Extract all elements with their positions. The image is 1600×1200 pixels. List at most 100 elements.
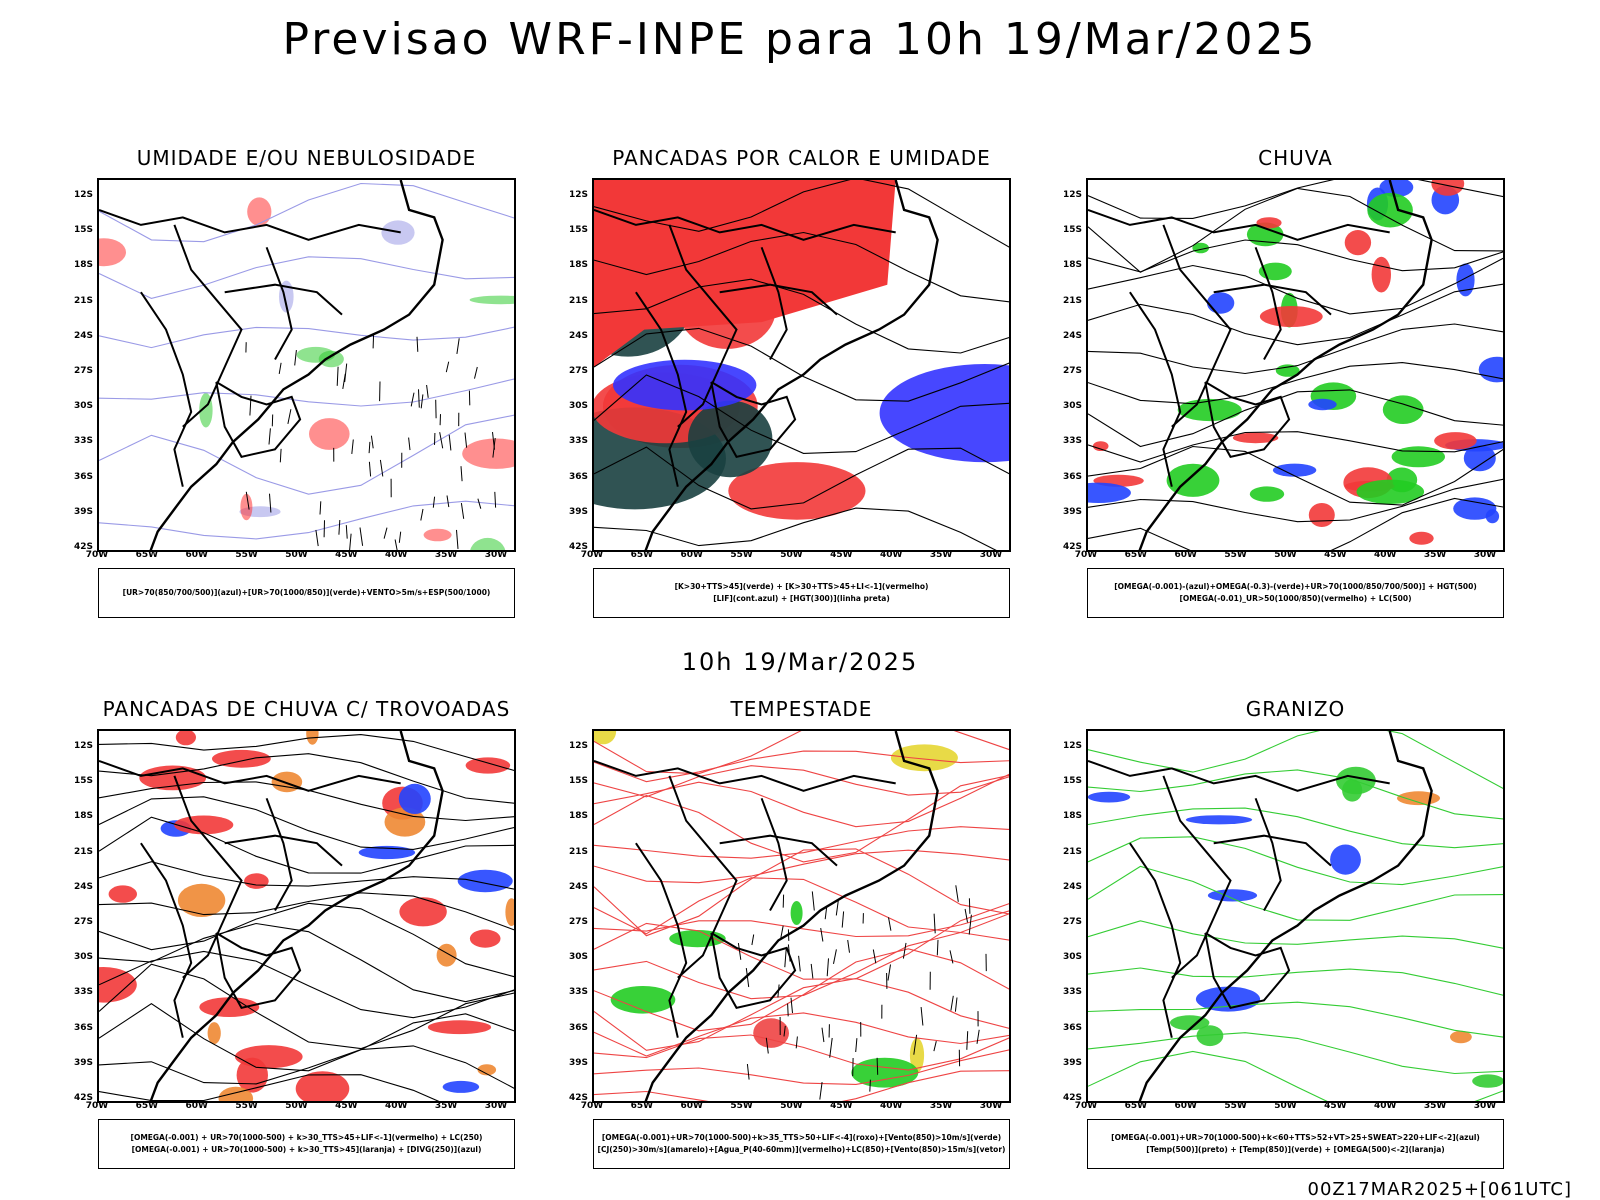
wind-vector xyxy=(477,498,482,509)
legend-line: [OMEGA(-0.001)-(azul)+OMEGA(-0.3)-(verde… xyxy=(1114,582,1477,591)
shaded-area xyxy=(1397,791,1440,806)
contour-line xyxy=(1088,497,1503,550)
shaded-area xyxy=(890,744,958,772)
country-border xyxy=(594,759,896,792)
lon-tick-label: 55W xyxy=(235,550,258,560)
contour-line xyxy=(594,1012,1009,1057)
country-border xyxy=(635,291,688,487)
wind-vector xyxy=(464,432,468,448)
panel-legend-2: [K>30+TTS>45](verde) + [K>30+TTS>45+LI<-… xyxy=(593,568,1010,618)
contour-line xyxy=(594,1070,1009,1101)
wind-vector xyxy=(751,934,755,946)
wind-vector xyxy=(448,434,452,451)
lat-tick-label: 39S xyxy=(73,1057,93,1068)
contour-line xyxy=(99,500,514,540)
lon-tick-label: 70W xyxy=(85,550,109,560)
contour-line xyxy=(99,753,514,804)
contour-line xyxy=(1088,1032,1503,1075)
contour-line xyxy=(1088,1050,1503,1101)
lat-tick-label: 33S xyxy=(1062,987,1082,998)
shaded-area xyxy=(457,869,513,893)
lat-tick-label: 39S xyxy=(568,506,588,517)
lat-tick-label: 15S xyxy=(1062,776,1082,787)
country-border xyxy=(635,842,688,1038)
lat-tick-label: 15S xyxy=(568,225,588,236)
lat-tick-label: 36S xyxy=(73,471,93,482)
wind-vector xyxy=(279,448,282,463)
shaded-area xyxy=(427,1020,492,1035)
country-border xyxy=(1162,224,1232,428)
wind-vector xyxy=(745,968,750,988)
wind-vector xyxy=(954,997,958,1012)
shaded-area xyxy=(1356,479,1425,504)
lat-tick-label: 21S xyxy=(1062,295,1082,306)
lon-tick-label: 50W xyxy=(780,550,803,560)
shaded-area xyxy=(1206,292,1235,314)
lat-tick-label: 18S xyxy=(568,260,588,271)
country-border xyxy=(173,224,243,428)
wind-vector xyxy=(394,539,398,550)
legend-line: [LIF](cont.azul) + [HGT(300)](linha pret… xyxy=(713,594,890,603)
wind-vector xyxy=(446,495,450,508)
lat-tick-label: 42S xyxy=(73,542,93,552)
wind-vector xyxy=(287,409,292,424)
lat-tick-label: 24S xyxy=(568,330,588,341)
shaded-area xyxy=(1456,263,1475,297)
shaded-area xyxy=(613,359,757,411)
contour-line xyxy=(594,877,1009,935)
wind-vector xyxy=(439,432,444,449)
lat-tick-label: 42S xyxy=(1062,542,1082,552)
forecast-map-2 xyxy=(592,178,1011,552)
wind-vector xyxy=(338,519,341,535)
wind-vector xyxy=(336,366,339,386)
shaded-area xyxy=(1088,482,1131,503)
contour-line xyxy=(1088,239,1503,273)
forecast-map-6 xyxy=(1086,729,1505,1103)
shaded-area xyxy=(469,295,514,305)
country-border xyxy=(173,775,243,979)
map-graphic-1 xyxy=(99,180,514,550)
wind-vector xyxy=(784,947,787,968)
wind-vector xyxy=(835,899,839,916)
wind-vector xyxy=(902,942,907,959)
wind-vector xyxy=(936,939,939,956)
contour-line xyxy=(594,765,1009,798)
panel-title-1: UMIDADE E/OU NEBULOSIDADE xyxy=(136,146,477,170)
panel-title-6: GRANIZO xyxy=(1245,697,1346,721)
shaded-area xyxy=(470,537,506,550)
shaded-area xyxy=(728,462,866,520)
wind-vector xyxy=(268,428,271,445)
shaded-area xyxy=(212,749,271,768)
lon-tick-label: 60W xyxy=(680,550,703,560)
wind-vector xyxy=(418,389,420,408)
shaded-area xyxy=(1382,395,1424,424)
map-graphic-2 xyxy=(594,180,1009,550)
lat-tick-label: 12S xyxy=(1062,741,1082,751)
country-border xyxy=(224,283,343,316)
lat-tick-label: 24S xyxy=(73,881,93,892)
wind-vector xyxy=(319,501,322,515)
coastline xyxy=(644,731,939,1101)
shaded-area xyxy=(610,986,676,1014)
contour-line xyxy=(99,902,514,978)
wind-vector xyxy=(445,361,450,373)
wind-vector xyxy=(372,333,375,349)
shaded-area xyxy=(108,885,137,903)
lon-tick-label: 65W xyxy=(135,1101,159,1111)
lon-tick-label: 35W xyxy=(929,1101,953,1111)
wind-vector xyxy=(345,525,348,539)
lat-tick-label: 18S xyxy=(1062,811,1082,822)
shaded-area xyxy=(207,1022,221,1045)
country-border xyxy=(1088,208,1390,241)
shaded-area xyxy=(669,930,726,948)
contour-line xyxy=(594,327,1009,402)
lat-tick-label: 30S xyxy=(1062,952,1082,963)
shaded-area xyxy=(1308,398,1337,411)
shaded-area xyxy=(1232,432,1279,444)
shaded-area xyxy=(244,873,269,889)
contour-line xyxy=(594,1034,1009,1071)
wind-vector xyxy=(746,1063,750,1080)
lat-tick-label: 33S xyxy=(568,436,588,447)
lat-tick-label: 33S xyxy=(73,987,93,998)
legend-line: [Temp(500)](preto) + [Temp(850)](verde) … xyxy=(1146,1145,1445,1154)
